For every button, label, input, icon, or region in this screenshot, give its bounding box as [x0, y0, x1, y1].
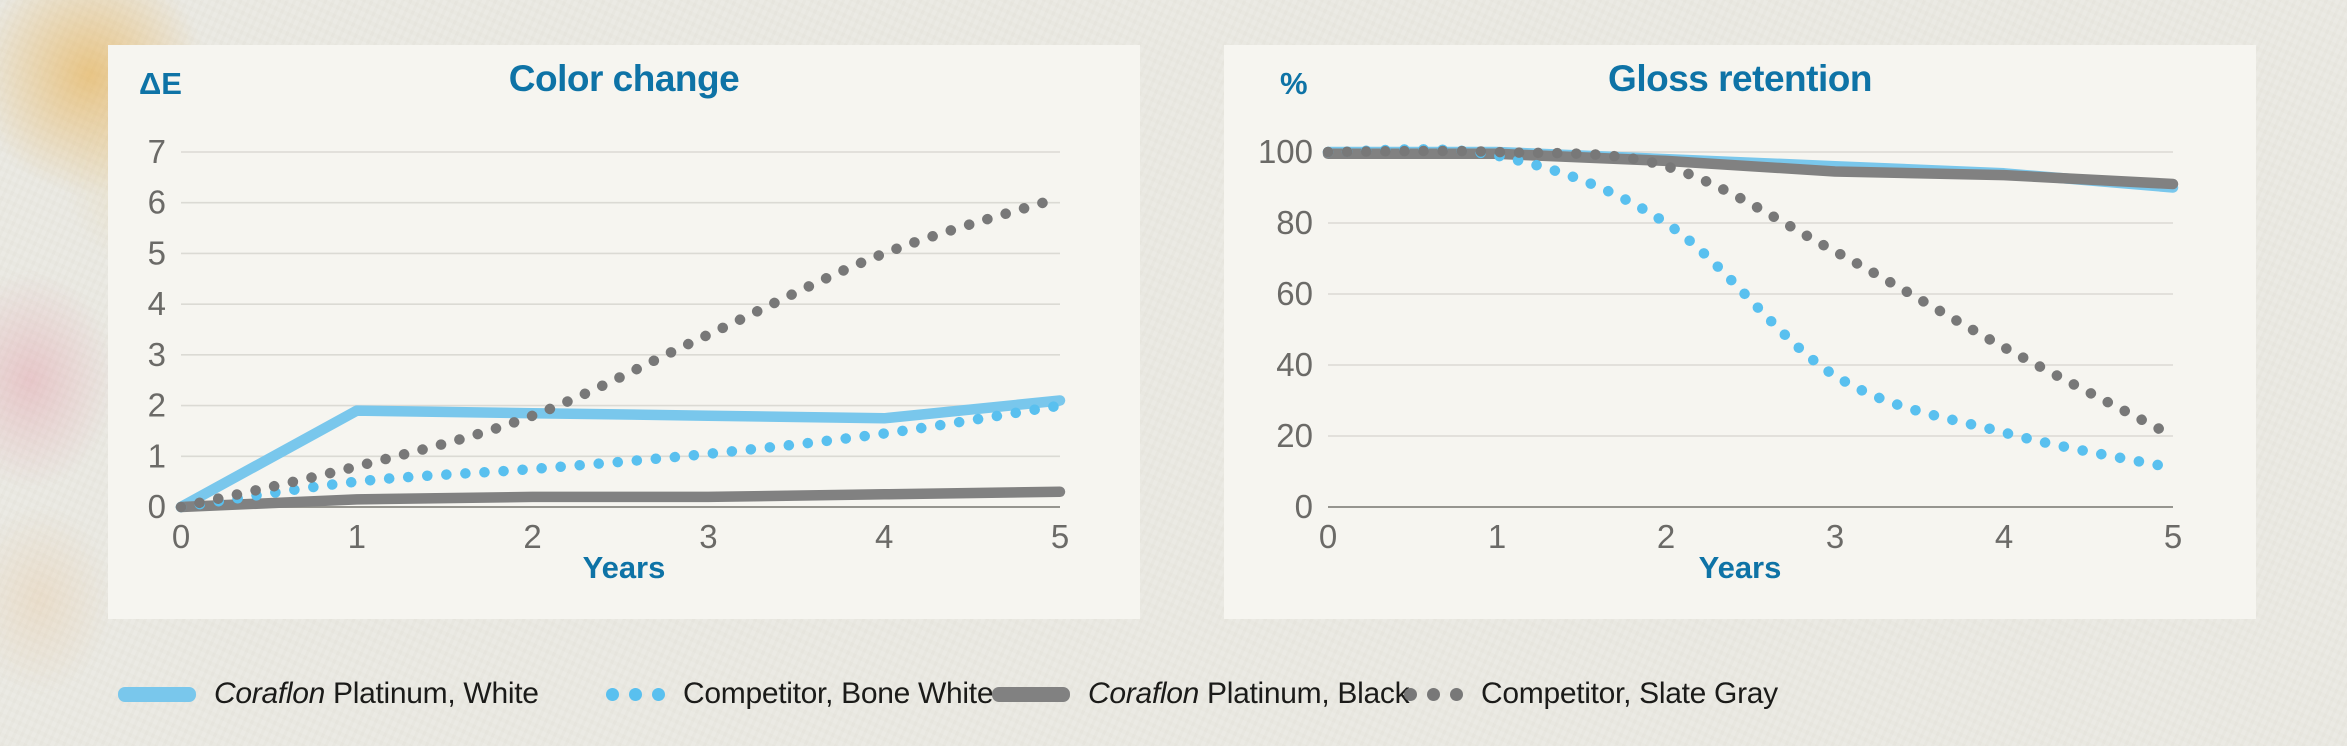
chart-title-gloss-retention: Gloss retention: [1608, 58, 1872, 99]
legend-dotted-line-swatch: [606, 687, 665, 701]
x-tick-label-2: 2: [523, 518, 541, 555]
legend-dot: [1427, 687, 1440, 701]
y-tick-label-80: 80: [1276, 204, 1313, 241]
legend-solid-line-swatch: [992, 686, 1070, 702]
series-line-competitor-bone-white: [175, 400, 1066, 513]
x-tick-label-4: 4: [1995, 518, 2013, 555]
legend-item-competitor-bone-white: Competitor, Bone White: [606, 670, 994, 718]
legend-item-competitor-slate-gray: Competitor, Slate Gray: [1404, 670, 1778, 718]
x-tick-label-4: 4: [875, 518, 893, 555]
y-axis-unit-label-percent: %: [1280, 66, 1308, 101]
x-tick-label-3: 3: [699, 518, 717, 555]
x-tick-label-1: 1: [348, 518, 366, 555]
series-line-competitor-slate-gray: [1322, 145, 2179, 442]
y-tick-label-1: 1: [148, 437, 166, 474]
legend-dot: [652, 687, 665, 701]
legend-dotted-line-swatch: [1404, 687, 1463, 701]
legend-label: Competitor, Slate Gray: [1481, 677, 1778, 710]
y-tick-label-2: 2: [148, 387, 166, 424]
y-tick-label-0: 0: [1295, 488, 1313, 525]
x-tick-label-1: 1: [1488, 518, 1506, 555]
y-tick-label-20: 20: [1276, 417, 1313, 454]
y-tick-label-7: 7: [148, 133, 166, 170]
x-tick-label-0: 0: [1319, 518, 1337, 555]
y-tick-label-60: 60: [1276, 275, 1313, 312]
x-axis-label-years-left: Years: [582, 550, 666, 585]
gloss-retention-line-chart: 0 20 40 60 80 100 0 1 2 3 4 5: [1258, 133, 2182, 555]
legend-dot: [629, 687, 642, 701]
y-tick-label-5: 5: [148, 234, 166, 271]
y-tick-label-40: 40: [1276, 346, 1313, 383]
chart-title-color-change: Color change: [508, 58, 740, 99]
color-change-line-chart: 0 1 2 3 4 5 6 7 0 1 2 3 4 5: [148, 133, 1070, 555]
x-tick-label-3: 3: [1826, 518, 1844, 555]
legend-dot: [606, 687, 619, 701]
y-tick-label-100: 100: [1258, 133, 1313, 170]
series-line-coraflon-platinum-white: [175, 395, 1066, 513]
series-line-competitor-bone-white: [1322, 144, 2179, 474]
y-tick-label-6: 6: [148, 184, 166, 221]
y-tick-label-0: 0: [148, 488, 166, 525]
legend-dot: [1404, 687, 1417, 701]
x-axis-label-years-right: Years: [1698, 550, 1782, 585]
x-tick-label-2: 2: [1657, 518, 1675, 555]
legend-solid-line-swatch: [118, 686, 196, 702]
series-line-competitor-slate-gray: [175, 192, 1066, 513]
color-change-chart-panel: ΔE Color change 0 1 2 3 4 5 6 7 0 1 2 3 4 5 Years: [108, 45, 1140, 619]
legend-dot: [1450, 687, 1463, 701]
gloss-retention-chart-panel: % Gloss retention 0 20 40 60 80 100 0 1 2 3 4 5 Yea…: [1224, 45, 2256, 619]
x-tick-label-5: 5: [2164, 518, 2182, 555]
y-tick-label-4: 4: [148, 285, 166, 322]
legend-label: Coraflon Platinum, Black: [1088, 677, 1410, 710]
x-tick-label-5: 5: [1051, 518, 1069, 555]
legend-item-coraflon-platinum-black: Coraflon Platinum, Black: [992, 670, 1410, 718]
chart-legend: Coraflon Platinum, White Competitor, Bone…: [0, 670, 2347, 718]
legend-label: Coraflon Platinum, White: [214, 677, 539, 710]
x-tick-label-0: 0: [172, 518, 190, 555]
series-line-coraflon-platinum-black: [175, 486, 1066, 513]
legend-label: Competitor, Bone White: [683, 677, 994, 710]
series-line-coraflon-platinum-black: [1322, 148, 2179, 190]
y-axis-unit-label-delta-e: ΔE: [139, 66, 182, 101]
legend-item-coraflon-platinum-white: Coraflon Platinum, White: [118, 670, 539, 718]
y-tick-label-3: 3: [148, 336, 166, 373]
